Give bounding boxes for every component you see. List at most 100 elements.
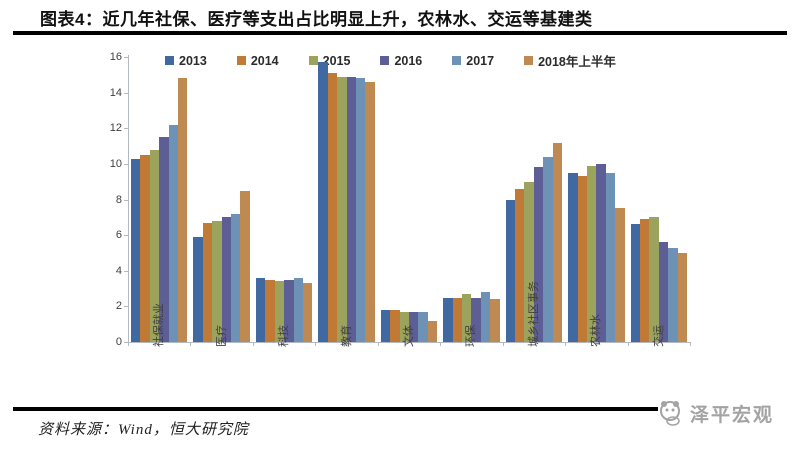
y-axis-tick-mark <box>124 306 128 308</box>
x-axis-tick-mark <box>565 342 567 346</box>
legend-swatch <box>236 56 246 65</box>
y-axis-tick-label: 10 <box>109 157 122 170</box>
bar-2018年上半年-农林水 <box>615 208 625 342</box>
bar-group-农林水 <box>565 57 627 342</box>
bar-2013-城乡社区事务 <box>505 199 516 342</box>
bar-2018年上半年-城乡社区事务 <box>552 142 563 342</box>
x-axis-tick-mark <box>627 342 629 346</box>
bar-2014-环保 <box>452 297 463 342</box>
bar-2014-文体 <box>390 309 400 342</box>
bar-2018年上半年-社保就业 <box>178 78 188 342</box>
bar-2016-城乡社区事务 <box>533 167 544 342</box>
bar-2016-文体 <box>408 311 419 342</box>
bar-2017-交运 <box>668 247 678 342</box>
x-axis-tick-mark <box>440 342 442 346</box>
legend-item-2016: 2016 <box>380 54 422 68</box>
title-underline <box>13 31 787 35</box>
bar-group-医疗 <box>190 57 252 342</box>
bar-2013-社保就业 <box>131 158 141 342</box>
zeping-macro-logo: 泽平宏观 <box>656 398 774 428</box>
bar-2016-教育 <box>346 76 356 342</box>
bar-2014-城乡社区事务 <box>515 188 525 342</box>
legend-label: 2017 <box>466 53 495 68</box>
data-source-note: 资料来源：Wind，恒大研究院 <box>38 422 249 438</box>
bar-2016-社保就业 <box>159 137 169 342</box>
legend-label: 2015 <box>322 53 351 68</box>
y-axis-line <box>128 55 129 344</box>
legend-label: 2018年上半年 <box>538 55 616 69</box>
x-axis-tick-mark <box>190 342 192 346</box>
bar-2018年上半年-交运 <box>677 252 687 342</box>
chart-legend: 2013 2014 2015 2016 2017 2018年上半年 <box>165 51 616 70</box>
legend-item-2015: 2015 <box>308 53 351 68</box>
legend-swatch <box>452 56 462 65</box>
legend-swatch <box>380 56 390 65</box>
bar-2014-教育 <box>327 73 338 342</box>
legend-label: 2016 <box>394 53 423 68</box>
x-axis-tick-mark <box>128 342 129 346</box>
bar-2013-医疗 <box>193 236 203 342</box>
x-axis-tick-mark <box>252 342 254 346</box>
legend-label: 2014 <box>250 53 279 68</box>
chart-title: 图表4：近几年社保、医疗等支出占比明显上升，农林水、交运等基建类 <box>40 10 593 29</box>
y-axis-tick-mark <box>124 270 128 272</box>
y-axis-tick-mark <box>124 199 128 201</box>
x-axis-tick-mark <box>690 342 691 346</box>
bar-2014-社保就业 <box>140 155 150 342</box>
bar-2018年上半年-教育 <box>365 81 375 342</box>
y-axis-tick-mark <box>124 57 128 58</box>
bar-2013-科技 <box>255 277 266 342</box>
bar-group-城乡社区事务 <box>503 57 565 342</box>
bar-2017-城乡社区事务 <box>543 156 553 342</box>
y-axis-tick-label: 2 <box>115 300 122 313</box>
bar-2015-城乡社区事务 <box>524 181 534 342</box>
y-axis-tick-label: 0 <box>115 336 122 348</box>
y-axis-tick-mark <box>124 92 128 94</box>
x-axis-tick-mark <box>315 342 317 346</box>
bar-2018年上半年-医疗 <box>240 190 250 342</box>
bar-2017-教育 <box>355 78 366 342</box>
bar-2017-农林水 <box>605 172 616 342</box>
bar-2014-医疗 <box>202 222 213 342</box>
bar-group-交运 <box>628 57 690 342</box>
bar-2017-科技 <box>293 277 303 342</box>
legend-item-2014: 2014 <box>236 53 279 68</box>
bar-2014-农林水 <box>577 176 587 342</box>
bar-2018年上半年-科技 <box>302 283 313 342</box>
footer-divider <box>13 407 658 411</box>
bar-2015-环保 <box>462 293 472 342</box>
y-axis-tick-mark <box>124 128 128 130</box>
bar-2015-文体 <box>399 311 409 342</box>
bar-2016-科技 <box>284 279 294 342</box>
y-axis-tick-mark <box>124 163 128 165</box>
bar-2016-环保 <box>471 297 481 342</box>
bar-2016-农林水 <box>596 163 606 342</box>
bar-2017-环保 <box>480 292 491 342</box>
legend-item-2017: 2017 <box>452 54 494 68</box>
bar-group-教育 <box>315 57 377 342</box>
bar-2013-交运 <box>630 224 640 342</box>
y-axis-tick-label: 6 <box>115 229 122 242</box>
bar-2015-医疗 <box>212 220 222 342</box>
bar-2017-医疗 <box>231 213 241 342</box>
bar-2018年上半年-环保 <box>490 299 500 342</box>
legend-swatch <box>524 56 534 65</box>
bar-group-社保就业 <box>128 57 190 342</box>
bar-group-文体 <box>378 57 440 342</box>
x-axis-line <box>128 342 690 343</box>
bar-2013-教育 <box>318 62 328 342</box>
bar-2017-文体 <box>418 311 428 342</box>
bar-2015-教育 <box>337 76 347 342</box>
bar-2015-社保就业 <box>149 149 160 342</box>
bar-2017-社保就业 <box>168 124 179 342</box>
bar-2016-医疗 <box>221 217 232 342</box>
y-axis-tick-label: 12 <box>109 122 122 135</box>
legend-swatch <box>308 56 318 65</box>
y-axis-tick-label: 8 <box>115 193 122 206</box>
x-axis-tick-mark <box>502 342 504 346</box>
y-axis-tick-label: 14 <box>109 86 122 99</box>
bar-2014-科技 <box>265 279 275 342</box>
bar-2013-环保 <box>443 297 453 342</box>
bar-2018年上半年-文体 <box>427 320 438 342</box>
y-axis-tick-mark <box>124 342 128 343</box>
